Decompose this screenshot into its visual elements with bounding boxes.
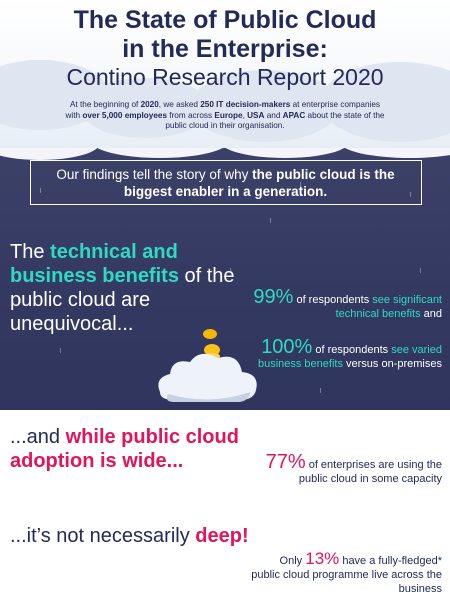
page-title-line-1: The State of Public Cloud [73, 6, 377, 34]
depth-headline: ...it’s not necessarily deep! [10, 525, 249, 547]
page-title-line-2: in the Enterprise: [122, 35, 328, 63]
findings-highlight: the public cloud is the biggest enabler … [123, 167, 395, 199]
page-subtitle: Contino Research Report 2020 [66, 64, 384, 90]
rain-icon [300, 182, 301, 187]
stat-adoption: 77% of enterprises are using the public … [265, 451, 442, 485]
rain-icon [270, 218, 271, 223]
intro-respondents: 250 IT decision-makers [200, 100, 291, 109]
cloud-edge-decoration [0, 148, 100, 160]
rain-icon [20, 298, 21, 303]
findings-text: Our findings tell the story of why the p… [56, 167, 395, 199]
rain-icon [60, 348, 61, 353]
header-cloud-decoration [190, 70, 340, 142]
stat-adoption-value: 77% [265, 451, 306, 473]
cloud-icon [158, 329, 257, 402]
stat-business-highlight: see varied business benefits [257, 344, 442, 370]
rain-icon [410, 192, 411, 197]
benefits-headline: The technical and business benefits of t… [10, 241, 235, 335]
rain-icon [40, 188, 41, 193]
stat-business-benefits: 100% of respondents see varied business … [257, 336, 442, 370]
intro-region-usa: USA [247, 110, 265, 120]
stat-technical-value: 99% [253, 286, 294, 308]
stat-technical-highlight: see significant technical benefits [335, 294, 442, 320]
intro-paragraph: At the beginning of 2020, we asked 250 I… [65, 100, 385, 130]
adoption-highlight: while public cloud adoption is wide... [10, 426, 239, 472]
cloud-edge-decoration [220, 148, 350, 158]
stat-technical-benefits: 99% of respondents see significant techn… [253, 286, 442, 320]
intro-region-europe: Europe [214, 110, 243, 120]
rain-icon [420, 268, 421, 273]
header-cloud-decoration [80, 78, 210, 138]
depth-highlight: deep! [195, 525, 249, 547]
rain-icon [230, 268, 231, 273]
header-section: The State of Public Cloud in the Enterpr… [0, 0, 450, 148]
intro-company-size: over 5,000 employees [82, 110, 168, 120]
stat-depth-value: 13% [305, 549, 340, 568]
rain-icon [320, 388, 321, 393]
stat-business-value: 100% [261, 336, 313, 358]
findings-box: Our findings tell the story of why the p… [30, 160, 422, 205]
header-cloud-decoration [320, 62, 450, 142]
benefits-highlight: technical and business benefits [10, 241, 179, 287]
cloud-edge-decoration [90, 148, 230, 158]
intro-region-apac: APAC [282, 110, 306, 120]
adoption-headline: ...and while public cloud adoption is wi… [10, 426, 239, 472]
stat-depth: Only 13% have a fully-fledged* public cl… [251, 549, 442, 595]
rain-icon [120, 178, 121, 183]
intro-year: 2020 [140, 100, 159, 109]
cloud-edge-decoration [340, 148, 450, 158]
